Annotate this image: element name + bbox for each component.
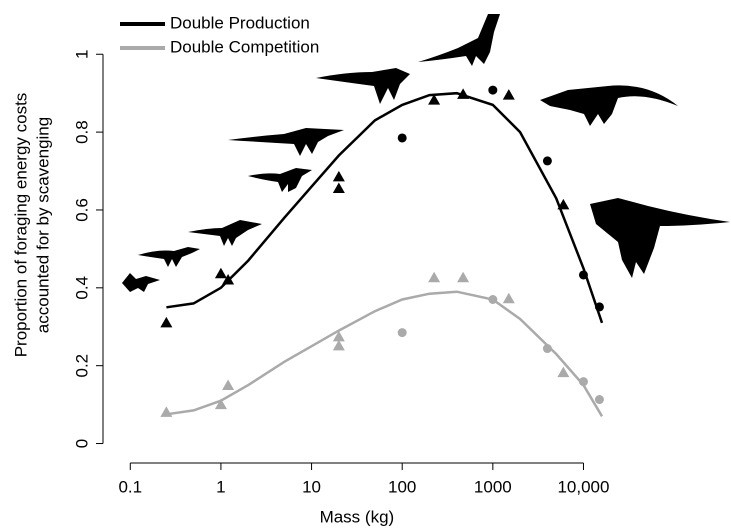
point bbox=[160, 406, 173, 417]
point bbox=[557, 198, 570, 210]
point bbox=[542, 156, 552, 166]
point bbox=[594, 395, 604, 405]
y-tick-label: 0.6 bbox=[72, 198, 91, 222]
point bbox=[488, 295, 498, 304]
point bbox=[557, 366, 570, 378]
x-axis-label: Mass (kg) bbox=[320, 507, 395, 526]
y-tick-label: 0.8 bbox=[72, 120, 91, 144]
x-tick-label: 100 bbox=[388, 477, 416, 496]
point bbox=[160, 316, 173, 328]
y-tick-label: 0.2 bbox=[72, 354, 91, 378]
point bbox=[578, 270, 588, 280]
dinosaur-silhouettes bbox=[122, 14, 730, 292]
legend-label: Double Production bbox=[170, 13, 310, 32]
y-tick-label: 0.4 bbox=[72, 276, 91, 300]
point bbox=[457, 271, 470, 283]
x-tick-label: 1000 bbox=[474, 477, 512, 496]
point bbox=[214, 398, 227, 410]
fit-curve bbox=[166, 91, 604, 324]
point bbox=[214, 267, 227, 279]
y-axis-label: Proportion of foraging energy costs bbox=[11, 93, 30, 358]
point bbox=[457, 88, 470, 99]
y-tick-label: 0 bbox=[72, 439, 91, 448]
point bbox=[222, 274, 235, 285]
x-tick-label: 10,000 bbox=[557, 477, 609, 496]
point bbox=[594, 302, 604, 312]
point bbox=[332, 170, 345, 182]
point bbox=[397, 133, 407, 143]
point bbox=[397, 328, 407, 338]
point bbox=[578, 377, 588, 387]
y-axis-label: accounted for by scavenging bbox=[33, 117, 52, 333]
point bbox=[488, 85, 498, 95]
x-tick-label: 1 bbox=[216, 477, 225, 496]
point bbox=[332, 339, 345, 351]
point bbox=[502, 89, 515, 100]
point bbox=[222, 379, 235, 391]
y-tick-label: 1 bbox=[72, 50, 91, 59]
point bbox=[428, 271, 441, 283]
point bbox=[542, 344, 552, 354]
legend-label: Double Competition bbox=[170, 37, 319, 56]
point bbox=[502, 292, 515, 304]
fit-curve bbox=[166, 290, 604, 417]
point bbox=[332, 182, 345, 194]
x-tick-label: 10 bbox=[302, 477, 321, 496]
x-tick-label: 0.1 bbox=[118, 477, 142, 496]
point bbox=[332, 330, 345, 342]
point bbox=[428, 94, 441, 105]
